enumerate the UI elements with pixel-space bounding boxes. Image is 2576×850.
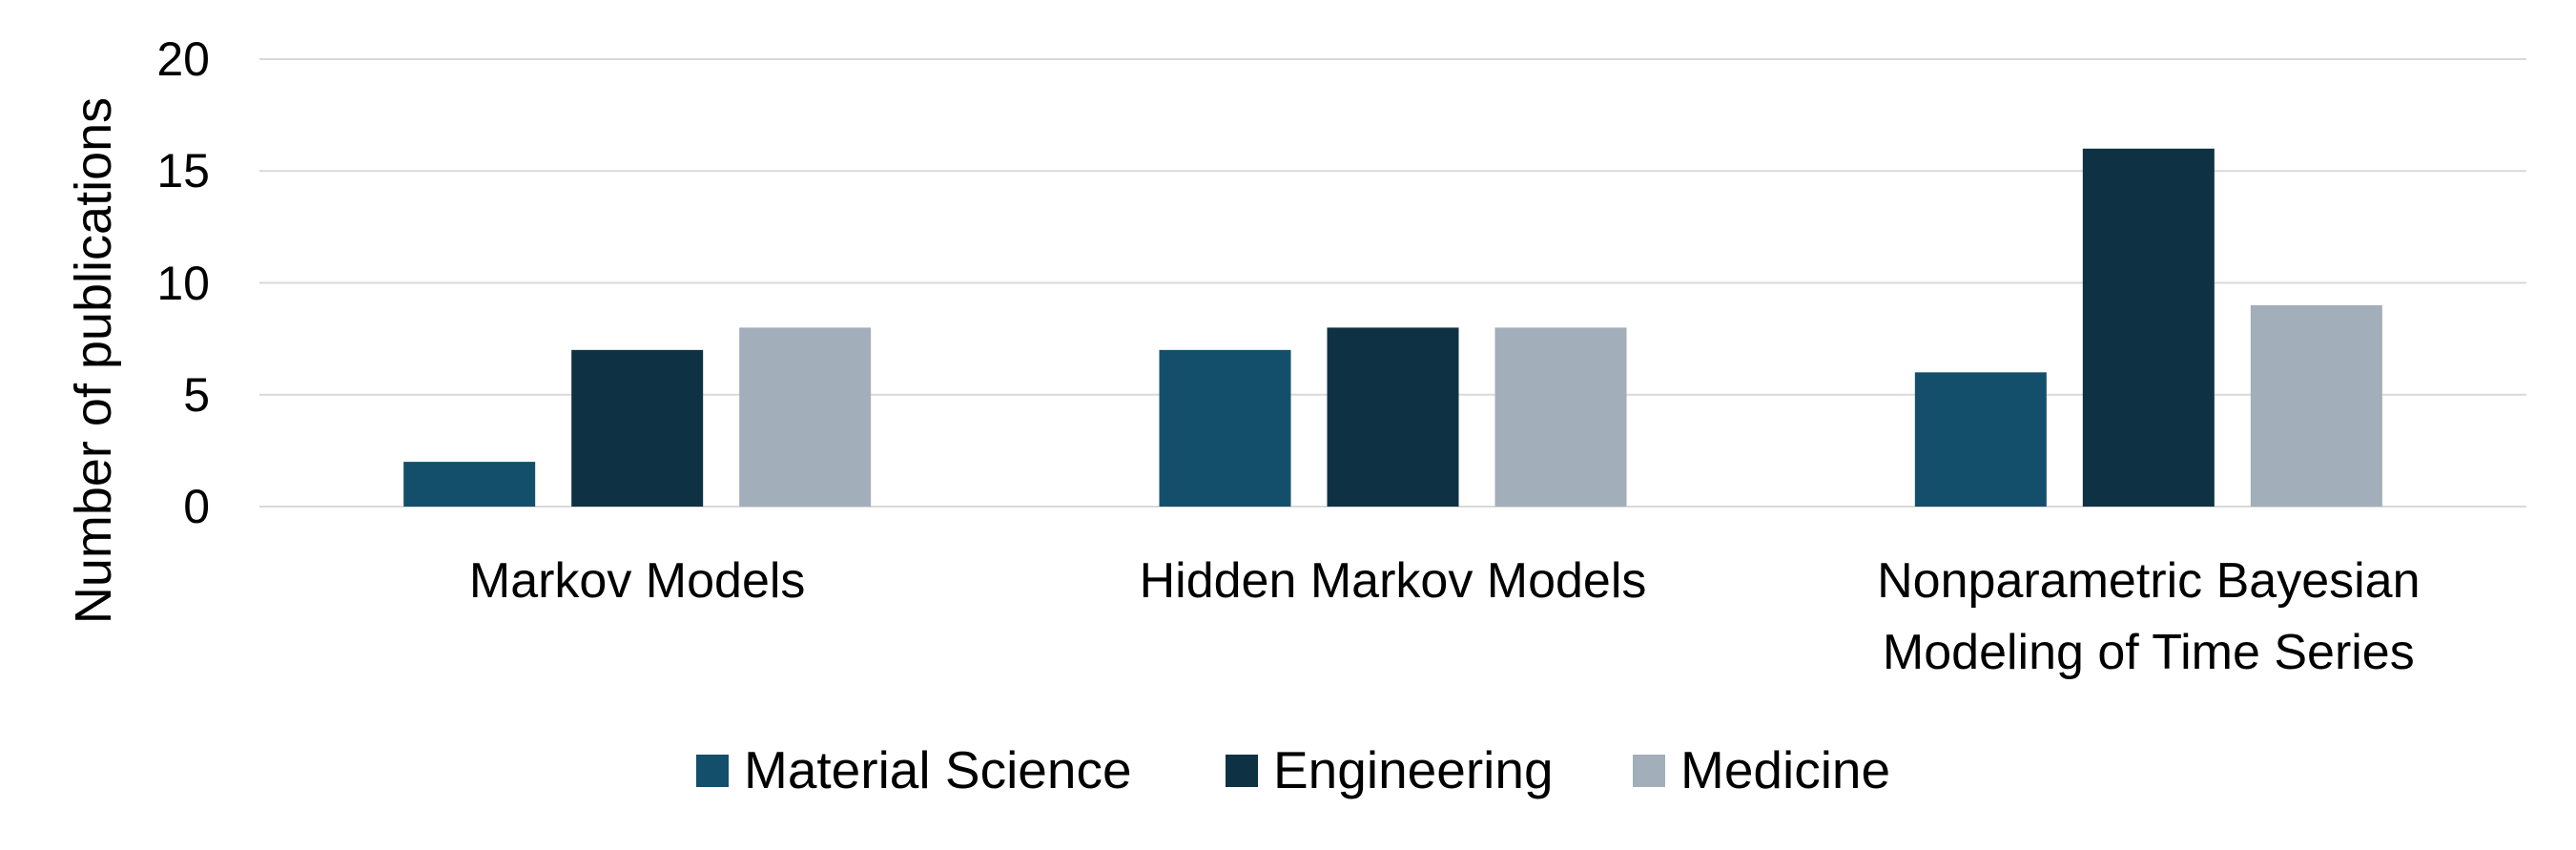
bar	[1914, 372, 2047, 507]
legend-swatch	[1226, 755, 1258, 787]
bar	[1327, 327, 1459, 507]
x-tick-label: Markov Models	[468, 553, 806, 609]
y-tick-label: 15	[156, 144, 210, 197]
y-tick-label: 10	[156, 256, 210, 310]
bar	[1494, 327, 1627, 507]
legend-swatch	[696, 755, 729, 787]
y-tick-label: 0	[183, 479, 210, 533]
bar	[1159, 349, 1291, 507]
y-tick-label: 5	[183, 367, 210, 422]
y-tick-label: 20	[156, 31, 210, 86]
bar	[2250, 304, 2382, 507]
legend-label: Medicine	[1680, 740, 1891, 800]
bar	[2082, 148, 2215, 508]
x-tick-label: Hidden Markov Models	[1139, 553, 1647, 609]
legend-label: Material Science	[744, 740, 1132, 800]
bar	[739, 327, 872, 507]
bar	[403, 462, 536, 507]
legend-swatch	[1633, 755, 1665, 787]
bar	[571, 349, 704, 507]
x-tick-label: Nonparametric Bayesian Modeling of Time …	[1877, 553, 2421, 681]
legend-label: Engineering	[1273, 740, 1554, 800]
